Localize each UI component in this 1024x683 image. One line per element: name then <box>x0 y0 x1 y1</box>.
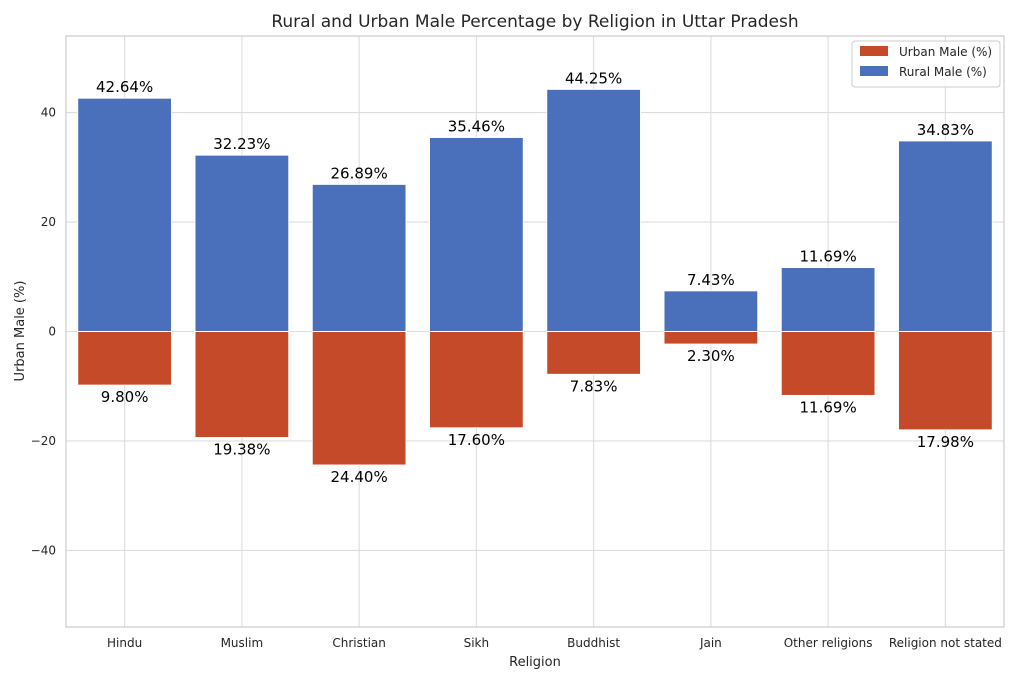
legend-swatch <box>860 46 888 56</box>
x-tick-label: Muslim <box>221 636 264 650</box>
bar <box>897 331 993 431</box>
x-tick-label: Jain <box>699 636 722 650</box>
x-axis-ticks: Hindu Muslim Christian Sikh Buddhist Jain Othe… <box>107 636 1002 650</box>
bar <box>194 154 290 332</box>
y-tick-label: 40 <box>41 106 56 120</box>
y-tick-label: 20 <box>41 215 56 229</box>
bar <box>77 97 173 332</box>
x-tick-label: Other religions <box>784 636 873 650</box>
data-label: 9.80% <box>101 388 149 406</box>
y-tick-label: −20 <box>31 434 56 448</box>
bar <box>311 183 407 332</box>
data-label: 44.25% <box>565 69 622 87</box>
x-tick-label: Buddhist <box>567 636 620 650</box>
bar <box>428 331 524 429</box>
bars <box>77 88 993 466</box>
data-label: 11.69% <box>800 398 857 416</box>
data-label: 7.43% <box>687 271 735 289</box>
y-tick-label: 0 <box>48 325 56 339</box>
data-label: 2.30% <box>687 347 735 365</box>
x-tick-label: Hindu <box>107 636 142 650</box>
legend-box <box>851 40 1001 88</box>
bar <box>663 331 759 345</box>
bar <box>780 267 876 332</box>
data-label: 17.60% <box>448 431 505 449</box>
bar <box>194 331 290 439</box>
data-label: 32.23% <box>213 135 270 153</box>
bar <box>546 88 642 332</box>
data-label: 42.64% <box>96 78 153 96</box>
bar <box>897 140 993 332</box>
chart-title: Rural and Urban Male Percentage by Relig… <box>271 12 798 32</box>
legend-swatch <box>860 66 888 76</box>
bar <box>77 331 173 386</box>
data-label: 7.83% <box>570 377 618 395</box>
legend-label: Rural Male (%) <box>899 65 987 79</box>
data-label: 26.89% <box>331 164 388 182</box>
data-label: 17.98% <box>917 433 974 451</box>
x-tick-label: Christian <box>332 636 386 650</box>
bar <box>311 331 407 466</box>
data-label: 11.69% <box>800 248 857 266</box>
x-axis-label: Religion <box>509 655 561 670</box>
bar <box>428 136 524 332</box>
y-axis-ticks: 40 20 0 −20 −40 <box>31 106 56 558</box>
data-label: 35.46% <box>448 117 505 135</box>
data-labels: 9.80% 19.38% 24.40% 17.60% 7.83% 2.30% 11.69% 1… <box>96 69 974 486</box>
legend: Urban Male (%) Rural Male (%) <box>851 40 1001 88</box>
y-tick-label: −40 <box>31 543 56 557</box>
data-label: 34.83% <box>917 121 974 139</box>
data-label: 24.40% <box>331 468 388 486</box>
x-tick-label: Sikh <box>464 636 490 650</box>
x-tick-label: Religion not stated <box>889 636 1002 650</box>
bar <box>663 290 759 333</box>
plot-frame <box>65 35 1005 628</box>
y-axis-label: Urban Male (%) <box>13 281 28 382</box>
data-label: 19.38% <box>213 441 270 459</box>
bar <box>546 331 642 375</box>
legend-label: Urban Male (%) <box>899 45 992 59</box>
bar <box>780 331 876 396</box>
